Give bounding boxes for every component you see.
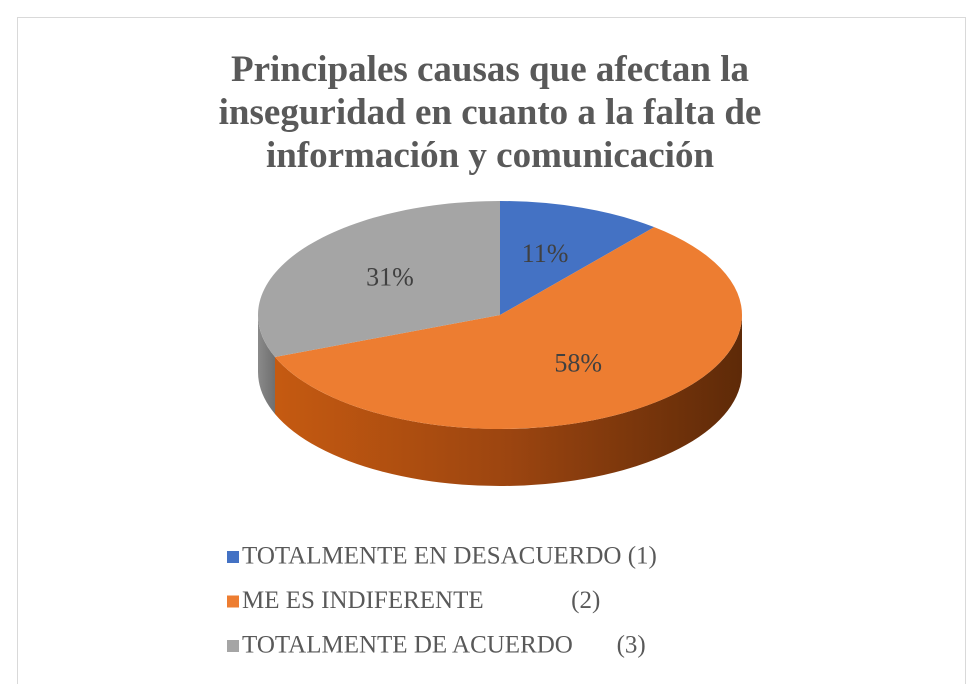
slice xyxy=(500,201,655,315)
chart-frame xyxy=(17,17,966,684)
slice-side xyxy=(258,315,275,414)
legend-swatch xyxy=(227,595,239,608)
data-label: 11% xyxy=(522,239,569,268)
slice-side xyxy=(274,315,742,487)
chart-title: Principales causas que afectan la insegu… xyxy=(218,49,762,176)
legend-label: TOTALMENTE EN DESACUERDO (1) xyxy=(242,543,657,570)
legend-label: TOTALMENTE DE ACUERDO (3) xyxy=(242,632,646,659)
legend-swatch xyxy=(227,640,239,652)
data-label: 31% xyxy=(366,263,414,292)
legend-label: ME ES INDIFERENTE (2) xyxy=(242,587,600,614)
slice xyxy=(274,227,742,429)
legend-swatch xyxy=(227,551,239,563)
data-label: 58% xyxy=(554,349,602,378)
slice xyxy=(258,201,500,357)
